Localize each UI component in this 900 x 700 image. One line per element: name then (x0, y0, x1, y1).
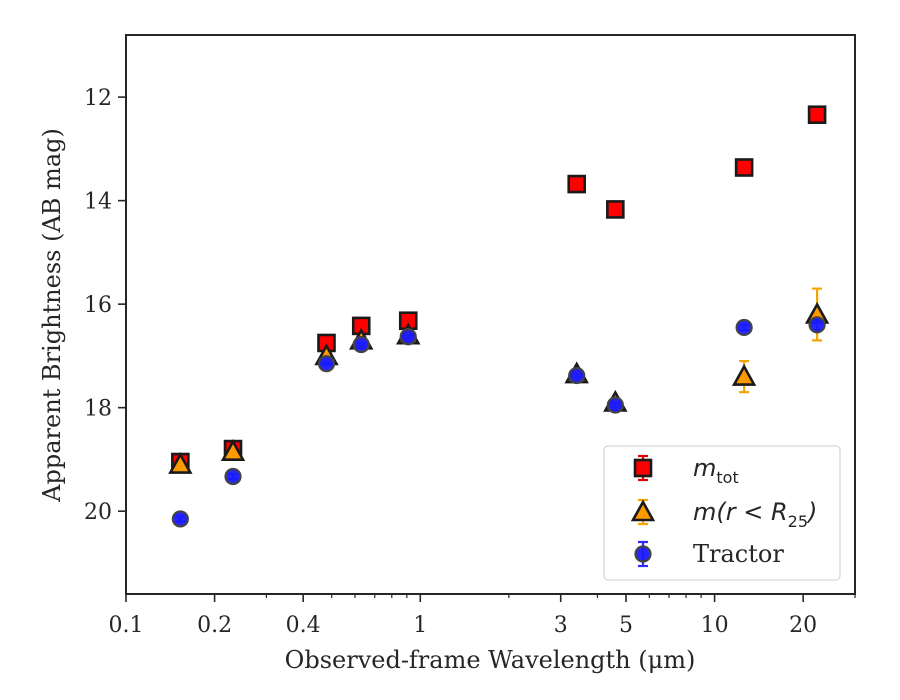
legend-box (603, 445, 841, 581)
square-point (606, 200, 625, 219)
circle-point (808, 316, 826, 334)
legend-square-marker (633, 458, 653, 478)
x-tick-label: 0.4 (286, 613, 321, 638)
legend-circle-marker (634, 545, 652, 563)
circle-point (171, 510, 189, 528)
legend-label: mtot (693, 454, 739, 487)
x-tick-label: 0.1 (109, 613, 144, 638)
square-point (567, 174, 587, 194)
y-tick-label: 12 (84, 86, 112, 111)
circle-point (606, 396, 624, 414)
x-tick-label: 5 (619, 613, 633, 638)
axis-ticks: 0.1 0.2 0.4 1 3 5 10 20 12 14 16 18 20 (84, 86, 856, 638)
y-tick-label: 16 (84, 293, 112, 318)
circle-point (399, 328, 417, 346)
circle-point (224, 467, 242, 486)
plot-frame (125, 34, 856, 595)
y-axis-label: Apparent Brightness (AB mag) (38, 128, 66, 503)
circle-point (735, 318, 753, 337)
x-tick-label: 0.2 (197, 613, 232, 638)
circle-point (568, 366, 586, 385)
square-point (807, 105, 827, 125)
x-tick-label: 3 (554, 613, 568, 638)
triangle-point (168, 451, 193, 474)
y-tick-label: 20 (84, 500, 112, 525)
legend: mtot m(r < R25) Tractor (603, 445, 841, 581)
legend-label: m(r < R25) (693, 498, 817, 531)
legend-triangle-marker (630, 499, 656, 522)
triangle-point (731, 363, 757, 386)
x-axis-label: Observed-frame Wavelength (μm) (285, 646, 696, 674)
y-tick-label: 14 (84, 190, 112, 215)
circle-point (317, 355, 336, 373)
data-marks (168, 105, 830, 528)
x-tick-label: 20 (789, 613, 817, 638)
circle-point (352, 335, 370, 354)
triangle-point (220, 438, 246, 461)
x-tick-label: 10 (701, 613, 729, 638)
square-point (734, 158, 754, 177)
legend-entries: mtot m(r < R25) Tractor (630, 454, 817, 568)
x-tick-label: 1 (413, 613, 427, 638)
legend-label: Tractor (693, 540, 784, 568)
y-tick-label: 18 (84, 397, 112, 422)
